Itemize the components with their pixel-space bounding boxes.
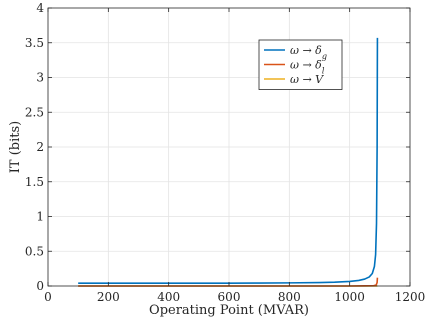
axis-ticks: 0 200 400 600 800 1000 1200 0 0.5 1 1.5 2 2.5 3 3.5 4	[25, 1, 425, 304]
y-tick-label: 0.5	[25, 244, 44, 258]
x-tick-label: 1000	[334, 290, 365, 304]
legend-entry: ω → V	[290, 73, 324, 86]
x-tick-label: 600	[218, 290, 241, 304]
y-tick-label: 2	[36, 140, 44, 154]
legend-entry: ω → δl	[290, 59, 325, 76]
x-tick-label: 400	[157, 290, 180, 304]
y-tick-label: 1	[36, 210, 44, 224]
grid-lines	[48, 8, 410, 286]
series-line	[78, 37, 379, 285]
x-tick-label: 1200	[395, 290, 426, 304]
y-tick-label: 3	[36, 71, 44, 85]
legend: ω → δgω → δlω → V	[258, 39, 343, 90]
y-tick-label: 0	[36, 279, 44, 293]
y-tick-label: 4	[36, 1, 44, 15]
x-tick-label: 0	[44, 290, 52, 304]
y-tick-label: 2.5	[25, 105, 44, 119]
x-axis-label: Operating Point (MVAR)	[149, 303, 309, 318]
y-axis-label: IT (bits)	[8, 121, 23, 173]
x-tick-label: 200	[97, 290, 120, 304]
x-tick-label: 800	[278, 290, 301, 304]
y-tick-label: 1.5	[25, 175, 44, 189]
legend-entry: ω → δg	[290, 44, 327, 61]
y-tick-label: 3.5	[25, 36, 44, 50]
